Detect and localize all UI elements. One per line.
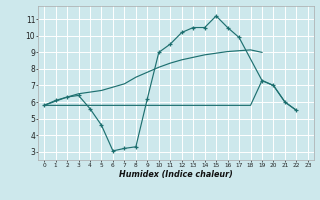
X-axis label: Humidex (Indice chaleur): Humidex (Indice chaleur) xyxy=(119,170,233,179)
